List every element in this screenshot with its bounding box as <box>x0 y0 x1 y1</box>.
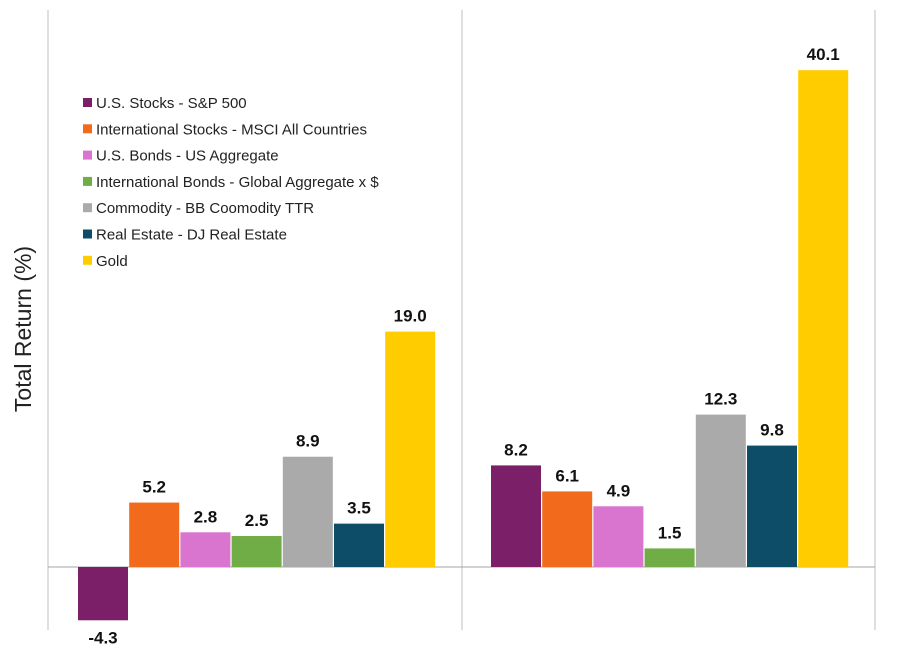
bar-g2-s6 <box>747 445 797 567</box>
legend-label: Real Estate - DJ Real Estate <box>96 227 287 244</box>
bar-value-label: 40.1 <box>807 45 840 64</box>
bar-g2-s5 <box>695 414 746 567</box>
bar-g2-s7 <box>798 70 849 567</box>
legend-swatch <box>83 176 92 186</box>
bar-value-label: 2.8 <box>194 507 218 526</box>
legend-swatch <box>83 255 92 265</box>
bar-value-label: 2.5 <box>245 511 269 530</box>
legend-label: U.S. Stocks - S&P 500 <box>96 95 247 112</box>
bar-value-label: 1.5 <box>658 523 682 542</box>
bar-value-label: -4.3 <box>88 628 117 647</box>
bar-g1-s2 <box>129 502 180 567</box>
bar-g1-s6 <box>334 523 384 567</box>
bar-g2-s3 <box>593 506 644 567</box>
legend-swatch <box>83 124 92 134</box>
legend: U.S. Stocks - S&P 500 International Stock… <box>83 95 379 270</box>
data-labels: -4.3 5.2 2.8 2.5 8.9 3.5 19.0 8.2 6.1 4.9 1.5 12.3 9… <box>88 45 839 647</box>
legend-swatch <box>83 98 92 107</box>
legend-swatch <box>83 203 92 213</box>
bar-value-label: 12.3 <box>704 390 737 409</box>
bar-value-label: 3.5 <box>347 499 371 518</box>
bar-value-label: 4.9 <box>607 481 631 500</box>
bar-value-label: 6.1 <box>555 466 579 485</box>
bar-value-label: 19.0 <box>394 307 427 326</box>
bar-g2-s2 <box>542 491 593 567</box>
bar-g1-s3 <box>180 532 231 567</box>
legend-label: International Bonds - Global Aggregate x… <box>96 174 379 191</box>
legend-label: Gold <box>96 253 128 270</box>
bar-g2-s4 <box>644 548 695 567</box>
legend-swatch <box>83 150 92 160</box>
bar-value-label: 8.2 <box>504 440 528 459</box>
bar-g1-s4 <box>231 536 282 567</box>
legend-swatch <box>83 229 92 239</box>
bar-g1-s1 <box>78 567 128 621</box>
bar-value-label: 8.9 <box>296 432 320 451</box>
bar-g2-s1 <box>491 465 541 567</box>
bar-value-label: 5.2 <box>142 478 166 497</box>
bar-g1-s7 <box>385 331 436 567</box>
bar-g1-s5 <box>282 456 333 567</box>
legend-label: U.S. Bonds - US Aggregate <box>96 148 279 165</box>
bar-value-label: 9.8 <box>760 421 784 440</box>
legend-label: International Stocks - MSCI All Countrie… <box>96 121 367 138</box>
legend-label: Commodity - BB Coomodity TTR <box>96 200 314 217</box>
bars <box>78 70 849 621</box>
y-axis-label: Total Return (%) <box>10 246 36 412</box>
